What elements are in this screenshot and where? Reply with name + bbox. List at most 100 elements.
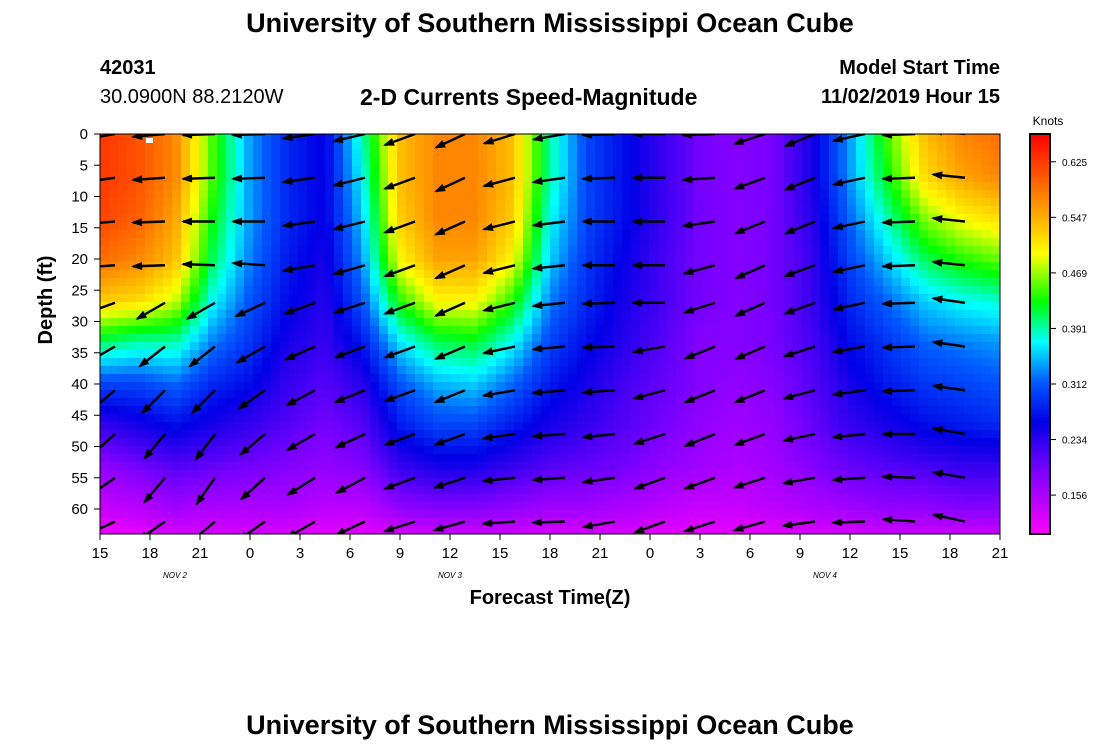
heatmap-cell [928, 494, 938, 503]
heatmap-cell [694, 206, 704, 215]
heatmap-cell [523, 190, 533, 199]
heatmap-cell [667, 246, 677, 255]
heatmap-cell [217, 438, 227, 447]
heatmap-cell [865, 198, 875, 207]
heatmap-cell [172, 382, 182, 391]
heatmap-cell [973, 462, 983, 471]
heatmap-cell [838, 414, 848, 423]
heatmap-cell [658, 438, 668, 447]
heatmap-cell [865, 214, 875, 223]
heatmap-cell [748, 486, 758, 495]
heatmap-cell [658, 334, 668, 343]
heatmap-cell [235, 486, 245, 495]
heatmap-cell [748, 158, 758, 167]
heatmap-cell [154, 422, 164, 431]
heatmap-cell [676, 446, 686, 455]
heatmap-cell [631, 382, 641, 391]
heatmap-cell [334, 166, 344, 175]
heatmap-cell [676, 342, 686, 351]
heatmap-cell [631, 270, 641, 279]
heatmap-cell [622, 406, 632, 415]
heatmap-cell [865, 270, 875, 279]
heatmap-cell [541, 158, 551, 167]
heatmap-cell [298, 270, 308, 279]
heatmap-cell [775, 366, 785, 375]
heatmap-cell [307, 310, 317, 319]
heatmap-cell [523, 518, 533, 527]
heatmap-cell [415, 262, 425, 271]
heatmap-cell [937, 366, 947, 375]
heatmap-cell [388, 502, 398, 511]
heatmap-cell [775, 406, 785, 415]
heatmap-cell [685, 230, 695, 239]
heatmap-cell [775, 470, 785, 479]
heatmap-cell [775, 438, 785, 447]
heatmap-cell [685, 214, 695, 223]
heatmap-cell [406, 526, 416, 534]
heatmap-cell [271, 422, 281, 431]
heatmap-cell [847, 182, 857, 191]
heatmap-cell [577, 446, 587, 455]
heatmap-cell [604, 510, 614, 519]
heatmap-cell [244, 254, 254, 263]
heatmap-cell [397, 326, 407, 335]
heatmap-cell [244, 358, 254, 367]
heatmap-cell [676, 526, 686, 534]
heatmap-cell [154, 246, 164, 255]
heatmap-cell [127, 518, 137, 527]
heatmap-cell [523, 510, 533, 519]
heatmap-cell [397, 190, 407, 199]
heatmap-cell [919, 422, 929, 431]
heatmap-cell [820, 262, 830, 271]
heatmap-cell [703, 206, 713, 215]
heatmap-cell [694, 190, 704, 199]
heatmap-cell [757, 478, 767, 487]
heatmap-cell [136, 206, 146, 215]
heatmap-cell [892, 350, 902, 359]
heatmap-cell [514, 414, 524, 423]
heatmap-cell [694, 230, 704, 239]
heatmap-cell [478, 278, 488, 287]
heatmap-cell [280, 382, 290, 391]
heatmap-cell [658, 318, 668, 327]
heatmap-cell [307, 454, 317, 463]
heatmap-cell [739, 486, 749, 495]
heatmap-cell [757, 454, 767, 463]
heatmap-cell [811, 270, 821, 279]
heatmap-cell [568, 270, 578, 279]
heatmap-cell [397, 294, 407, 303]
heatmap-cell [496, 422, 506, 431]
heatmap-cell [361, 198, 371, 207]
heatmap-cell [100, 422, 110, 431]
heatmap-cell [622, 438, 632, 447]
heatmap-cell [406, 134, 416, 143]
heatmap-cell [757, 318, 767, 327]
heatmap-cell [667, 158, 677, 167]
heatmap-cell [775, 246, 785, 255]
heatmap-cell [145, 326, 155, 335]
heatmap-cell [388, 158, 398, 167]
heatmap-cell [289, 286, 299, 295]
heatmap-cell [532, 318, 542, 327]
heatmap-cell [775, 526, 785, 534]
heatmap-cell [523, 390, 533, 399]
heatmap-cell [847, 326, 857, 335]
heatmap-cell [478, 142, 488, 151]
heatmap-cell [793, 430, 803, 439]
heatmap-cell [955, 302, 965, 311]
heatmap-cell [136, 526, 146, 534]
heatmap-cell [325, 262, 335, 271]
heatmap-cell [694, 494, 704, 503]
heatmap-cell [649, 310, 659, 319]
heatmap-cell [739, 246, 749, 255]
heatmap-cell [514, 366, 524, 375]
heatmap-cell [127, 494, 137, 503]
heatmap-cell [838, 318, 848, 327]
heatmap-cell [379, 478, 389, 487]
heatmap-cell [145, 406, 155, 415]
heatmap-cell [838, 190, 848, 199]
heatmap-cell [469, 510, 479, 519]
heatmap-cell [964, 182, 974, 191]
heatmap-cell [694, 326, 704, 335]
heatmap-cell [901, 166, 911, 175]
